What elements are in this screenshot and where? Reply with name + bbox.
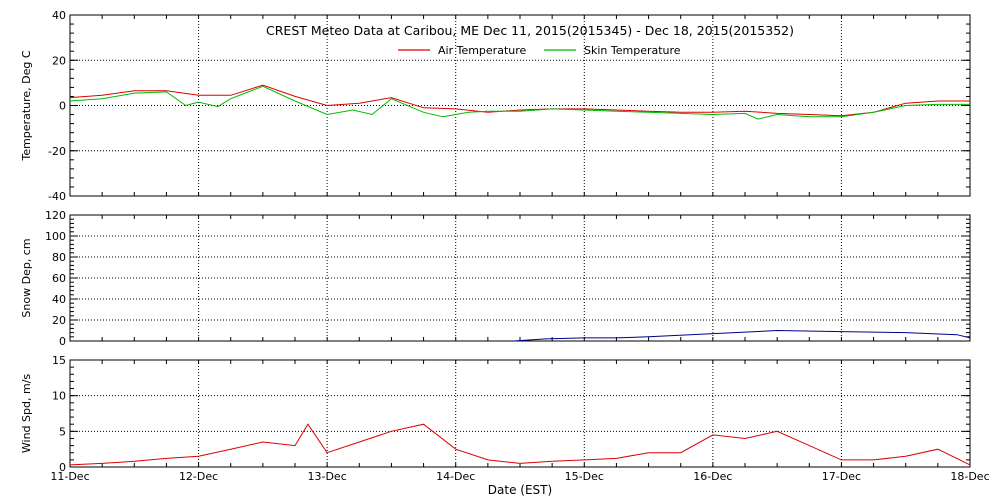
y-tick-label: -20 xyxy=(48,145,66,158)
series-line-1-2 xyxy=(69,85,970,120)
y-tick-label: -40 xyxy=(48,190,66,203)
y-tick-label: 5 xyxy=(59,425,66,438)
panel-1: -40 -20 0 20 40 Temperature, Deg C Air Tempera… xyxy=(20,9,971,203)
legend: Air Temperature Skin Temperature xyxy=(398,44,681,57)
x-tick-label: 12-Dec xyxy=(179,470,218,483)
x-tick-label: 14-Dec xyxy=(436,470,475,483)
y-tick-label: 80 xyxy=(52,251,66,264)
series-line-2-1 xyxy=(513,329,971,342)
series-line-3-1 xyxy=(69,423,971,466)
x-tick-label: 11-Dec xyxy=(50,470,89,483)
chart-panels: -40 -20 0 20 40 Temperature, Deg C Air Tempera… xyxy=(20,9,990,483)
y-tick-label: 60 xyxy=(52,272,66,285)
x-tick-label: 13-Dec xyxy=(308,470,347,483)
y-tick-label: 100 xyxy=(45,230,66,243)
panel-2: 0 20 40 60 80 100 120 Snow Dep, cm xyxy=(20,209,971,348)
x-tick-label: 16-Dec xyxy=(693,470,732,483)
y-tick-label: 20 xyxy=(52,54,66,67)
y-tick-label: 10 xyxy=(52,390,66,403)
panel-3: 0 5 10 15 Wind Spd, m/s xyxy=(20,354,971,474)
y-tick-label: 40 xyxy=(52,293,66,306)
y-tick-label: 0 xyxy=(59,335,66,348)
y-axis-label: Snow Dep, cm xyxy=(20,238,33,317)
y-tick-label: 0 xyxy=(59,461,66,474)
y-axis-label: Wind Spd, m/s xyxy=(20,374,33,454)
legend-entry: Air Temperature xyxy=(438,44,527,57)
y-tick-label: 40 xyxy=(52,9,66,22)
x-axis-label: Date (EST) xyxy=(488,483,552,497)
y-tick-label: 120 xyxy=(45,209,66,222)
x-tick-label: 18-Dec xyxy=(950,470,989,483)
chart-title: CREST Meteo Data at Caribou, ME Dec 11, … xyxy=(266,23,794,38)
y-axis-label: Temperature, Deg C xyxy=(20,50,33,161)
y-tick-label: 15 xyxy=(52,354,66,367)
series-line-1-1 xyxy=(69,84,970,117)
x-tick-label: 17-Dec xyxy=(822,470,861,483)
plot-frame xyxy=(69,359,971,468)
y-tick-label: 20 xyxy=(52,314,66,327)
x-tick-label: 15-Dec xyxy=(565,470,604,483)
y-tick-label: 0 xyxy=(59,100,66,113)
legend-entry: Skin Temperature xyxy=(584,44,681,57)
